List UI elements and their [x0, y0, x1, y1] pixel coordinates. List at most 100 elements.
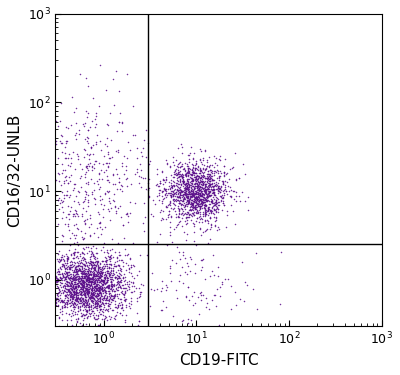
Point	[178, 198, 185, 204]
Point	[78, 280, 84, 286]
Point	[91, 287, 97, 293]
Point	[83, 276, 89, 282]
Point	[126, 300, 133, 306]
Point	[213, 206, 220, 212]
Point	[56, 271, 62, 277]
Point	[94, 291, 101, 297]
Point	[100, 272, 107, 278]
Point	[182, 160, 188, 166]
Point	[143, 186, 150, 192]
Point	[141, 137, 148, 143]
Point	[92, 316, 99, 322]
Point	[73, 266, 80, 272]
Point	[164, 242, 171, 248]
Point	[106, 160, 112, 166]
Point	[210, 183, 216, 189]
Point	[210, 210, 217, 216]
Point	[215, 196, 222, 202]
Point	[210, 206, 217, 212]
Point	[62, 283, 69, 289]
Point	[185, 180, 191, 186]
Point	[117, 302, 123, 308]
Point	[116, 279, 122, 285]
Point	[92, 279, 98, 285]
Point	[186, 198, 193, 204]
Point	[68, 291, 74, 297]
Point	[66, 279, 72, 285]
Point	[197, 206, 203, 212]
Point	[120, 282, 126, 288]
Point	[112, 282, 119, 288]
Point	[209, 182, 216, 188]
Point	[83, 273, 89, 279]
Point	[180, 198, 187, 204]
Point	[86, 289, 93, 295]
Point	[56, 314, 62, 320]
Point	[154, 166, 160, 172]
Point	[68, 280, 74, 286]
Point	[113, 286, 120, 292]
Point	[201, 172, 208, 178]
Point	[188, 256, 194, 262]
Point	[195, 198, 201, 204]
Point	[194, 210, 200, 216]
Point	[203, 187, 209, 193]
Point	[89, 249, 96, 255]
Point	[196, 180, 202, 186]
Point	[64, 301, 70, 307]
Point	[84, 274, 91, 280]
Point	[75, 213, 82, 219]
Point	[105, 256, 112, 262]
Point	[198, 185, 205, 191]
Point	[198, 193, 204, 199]
Point	[160, 181, 166, 187]
Point	[159, 189, 166, 195]
Point	[214, 200, 220, 206]
Point	[193, 202, 200, 208]
Point	[87, 151, 93, 157]
Point	[211, 186, 217, 192]
Point	[96, 279, 102, 285]
Point	[182, 190, 188, 196]
Point	[188, 217, 194, 223]
Point	[88, 283, 95, 289]
Point	[90, 265, 97, 271]
Point	[199, 195, 206, 201]
Point	[94, 293, 101, 299]
Point	[110, 270, 116, 276]
Point	[58, 274, 65, 280]
Point	[174, 186, 180, 192]
Point	[92, 280, 98, 286]
Point	[64, 287, 71, 293]
Point	[176, 174, 182, 180]
Point	[165, 209, 172, 214]
Point	[198, 215, 204, 221]
Point	[107, 284, 114, 290]
Point	[210, 292, 217, 298]
Point	[71, 291, 77, 297]
Point	[95, 275, 102, 281]
Point	[189, 201, 195, 207]
Point	[115, 304, 122, 310]
Point	[94, 301, 100, 307]
Point	[209, 180, 216, 186]
Point	[220, 188, 226, 194]
Point	[189, 186, 195, 192]
Point	[100, 263, 106, 269]
Point	[194, 191, 201, 197]
Point	[190, 155, 196, 161]
Point	[224, 170, 230, 176]
Point	[172, 189, 179, 195]
Point	[95, 292, 102, 298]
Point	[72, 285, 79, 291]
Point	[193, 242, 200, 248]
Point	[170, 182, 176, 188]
Point	[76, 300, 82, 306]
Point	[106, 284, 112, 290]
Point	[108, 206, 114, 212]
Point	[90, 305, 96, 311]
Point	[119, 291, 126, 297]
Point	[73, 274, 80, 280]
Point	[190, 183, 196, 189]
Point	[88, 269, 95, 275]
